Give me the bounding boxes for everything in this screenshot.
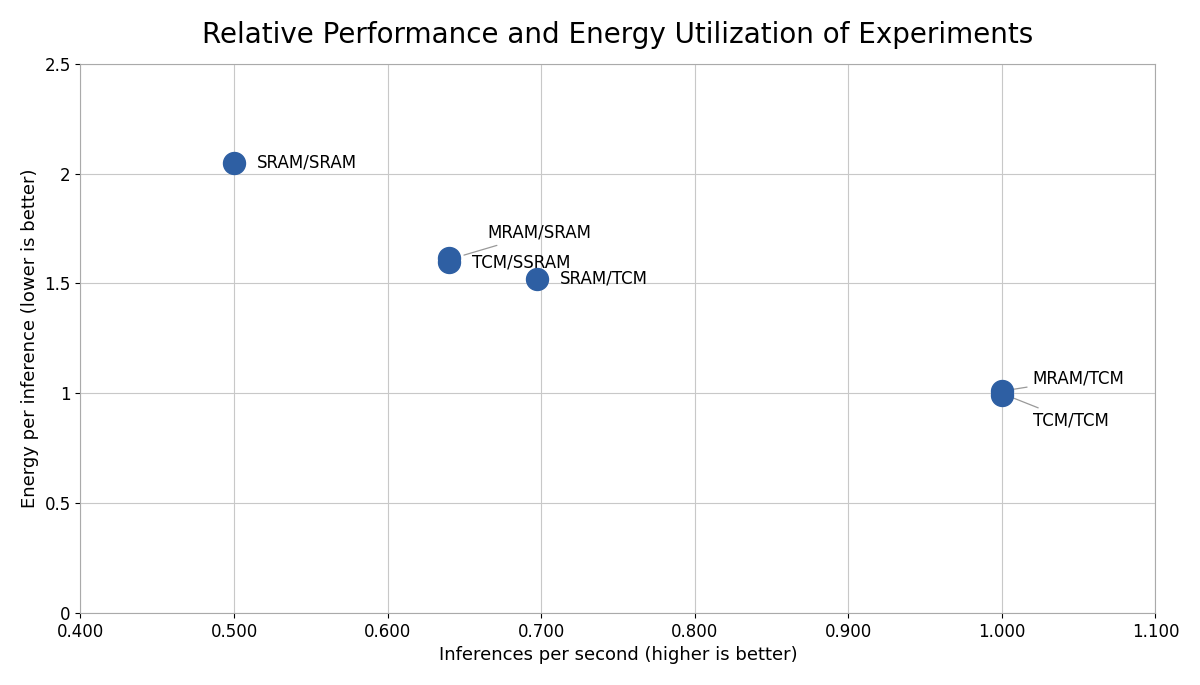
Text: MRAM/TCM: MRAM/TCM xyxy=(1013,370,1124,390)
Title: Relative Performance and Energy Utilization of Experiments: Relative Performance and Energy Utilizat… xyxy=(203,21,1033,49)
Text: TCM/SSRAM: TCM/SSRAM xyxy=(472,253,570,271)
Point xyxy=(527,273,546,284)
Point xyxy=(439,257,458,268)
Text: MRAM/SRAM: MRAM/SRAM xyxy=(464,224,592,255)
Point xyxy=(992,386,1012,397)
Text: SRAM/SRAM: SRAM/SRAM xyxy=(257,153,358,171)
Y-axis label: Energy per inference (lower is better): Energy per inference (lower is better) xyxy=(20,169,38,508)
Text: TCM/TCM: TCM/TCM xyxy=(1012,397,1109,429)
Text: SRAM/TCM: SRAM/TCM xyxy=(559,270,648,288)
X-axis label: Inferences per second (higher is better): Inferences per second (higher is better) xyxy=(439,646,797,664)
Point xyxy=(224,157,244,168)
Point xyxy=(439,253,458,264)
Point xyxy=(992,390,1012,401)
